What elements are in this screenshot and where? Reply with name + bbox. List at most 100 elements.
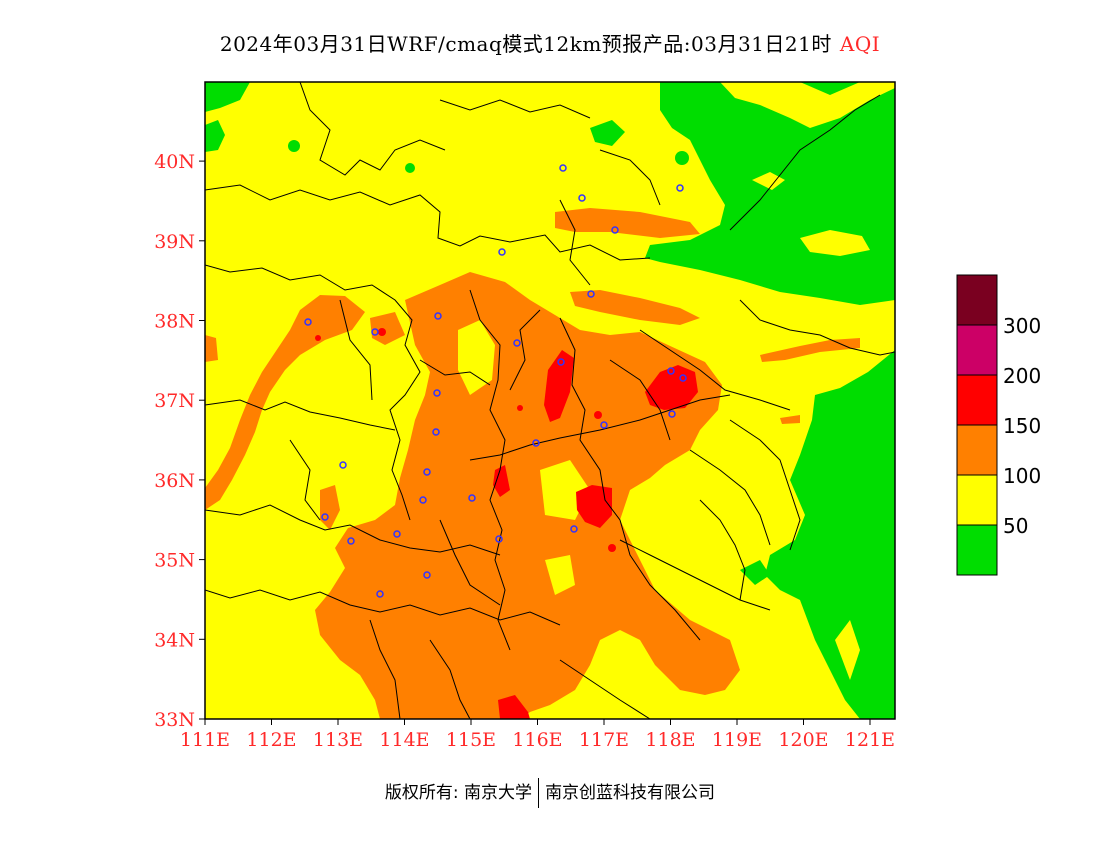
legend-label-300: 300: [1003, 314, 1042, 338]
lon-tick-label: 116E: [512, 729, 562, 751]
lat-tick-label: 35N: [154, 550, 195, 572]
map-field: [205, 82, 895, 719]
lat-tick-label: 36N: [154, 470, 195, 492]
aqi-good-spot: [675, 151, 689, 165]
city-marker: [339, 461, 347, 469]
legend-color-bin: [956, 324, 998, 376]
aqi-good-region-nw: [205, 82, 250, 112]
title-variable: AQI: [839, 32, 881, 56]
aqi-unhealthy-spot: [517, 405, 523, 411]
city-marker: [557, 358, 565, 366]
aqi-usg-band: [555, 208, 700, 238]
aqi-usg-region-west2: [205, 335, 218, 362]
legend-color-bin: [956, 524, 998, 576]
lon-tick-label: 111E: [180, 729, 230, 751]
aqi-usg-region-west3: [320, 485, 340, 530]
lat-tick-label: 37N: [154, 390, 195, 412]
aqi-good-spot: [405, 163, 415, 173]
lon-tick-label: 121E: [845, 729, 895, 751]
legend-label-50: 50: [1003, 514, 1029, 538]
city-marker: [423, 571, 431, 579]
lat-tick-label: 38N: [154, 311, 195, 333]
city-marker: [570, 525, 578, 533]
lat-tick-label: 34N: [154, 629, 195, 651]
lon-tick-label: 113E: [313, 729, 363, 751]
city-marker: [432, 428, 440, 436]
longitude-axis: 111E 112E 113E 114E 115E 116E 117E 118E 119E 120E…: [180, 719, 895, 751]
lon-tick-label: 118E: [645, 729, 695, 751]
city-marker: [679, 374, 687, 382]
lat-tick-label: 33N: [154, 709, 195, 731]
city-marker: [498, 248, 506, 256]
city-marker: [587, 290, 595, 298]
legend-label-200: 200: [1003, 364, 1042, 388]
legend-color-bin: [956, 424, 998, 476]
legend-color-bin: [956, 274, 998, 326]
lon-tick-label: 120E: [778, 729, 828, 751]
aqi-moderate-island: [752, 172, 785, 190]
city-marker: [559, 164, 567, 172]
legend-color-bin: [956, 374, 998, 426]
aqi-unhealthy-spot: [594, 411, 602, 419]
city-marker: [668, 410, 676, 418]
lat-tick-label: 40N: [154, 151, 195, 173]
legend-color-bin: [956, 474, 998, 526]
aqi-moderate-hole: [458, 320, 495, 395]
lon-tick-label: 114E: [379, 729, 429, 751]
city-marker: [532, 439, 540, 447]
lon-tick-label: 119E: [712, 729, 762, 751]
aqi-good-spot: [590, 120, 625, 146]
lon-tick-label: 115E: [446, 729, 496, 751]
map-title: 2024年03月31日WRF/cmaq模式12km预报产品:03月31日21时 A…: [0, 28, 1100, 57]
aqi-legend-colorbar: [956, 274, 998, 576]
city-marker: [423, 468, 431, 476]
aqi-moderate-island: [800, 230, 870, 256]
city-marker: [376, 590, 384, 598]
copyright-text: 版权所有: 南京大学: [384, 783, 533, 803]
city-marker: [611, 226, 619, 234]
title-main: 2024年03月31日WRF/cmaq模式12km预报产品:03月31日21时: [219, 32, 832, 56]
aqi-unhealthy-spot: [378, 328, 386, 336]
city-marker: [676, 184, 684, 192]
aqi-usg-band: [760, 338, 860, 362]
aqi-usg-region-main: [315, 272, 740, 719]
company-text: 南京创蓝科技有限公司: [545, 783, 716, 803]
aqi-good-region-east: [765, 350, 895, 719]
province-boundaries: [205, 82, 895, 719]
city-marker: [433, 389, 441, 397]
lat-tick-label: 39N: [154, 231, 195, 253]
legend-label-150: 150: [1003, 414, 1042, 438]
aqi-usg-band: [570, 290, 700, 325]
city-marker: [434, 312, 442, 320]
aqi-usg-band: [780, 415, 800, 424]
aqi-moderate-island: [720, 82, 895, 128]
city-marker: [419, 496, 427, 504]
aqi-moderate-island: [835, 620, 860, 680]
aqi-moderate-hole: [545, 555, 575, 595]
copyright-footer: 版权所有: 南京大学 南京创蓝科技有限公司: [0, 778, 1100, 808]
city-station-markers: [304, 164, 687, 598]
city-marker: [347, 537, 355, 545]
city-marker: [371, 328, 379, 336]
city-marker: [468, 494, 476, 502]
aqi-usg-region-west4: [370, 312, 405, 345]
aqi-unhealthy-spot: [544, 350, 574, 422]
aqi-unhealthy-spot: [608, 544, 616, 552]
legend-label-100: 100: [1003, 464, 1042, 488]
city-marker: [304, 318, 312, 326]
city-marker: [393, 530, 401, 538]
lon-tick-label: 117E: [579, 729, 629, 751]
aqi-usg-region-west: [205, 295, 365, 510]
lon-tick-label: 112E: [246, 729, 296, 751]
aqi-unhealthy-spot: [315, 335, 321, 341]
aqi-good-spot: [288, 140, 300, 152]
footer-separator: [538, 778, 540, 808]
aqi-unhealthy-spot: [493, 465, 510, 497]
aqi-unhealthy-spot: [498, 695, 530, 719]
city-marker: [495, 535, 503, 543]
city-marker: [513, 339, 521, 347]
aqi-good-region-nw2: [205, 120, 225, 152]
aqi-good-spot: [740, 560, 770, 585]
city-marker: [578, 194, 586, 202]
